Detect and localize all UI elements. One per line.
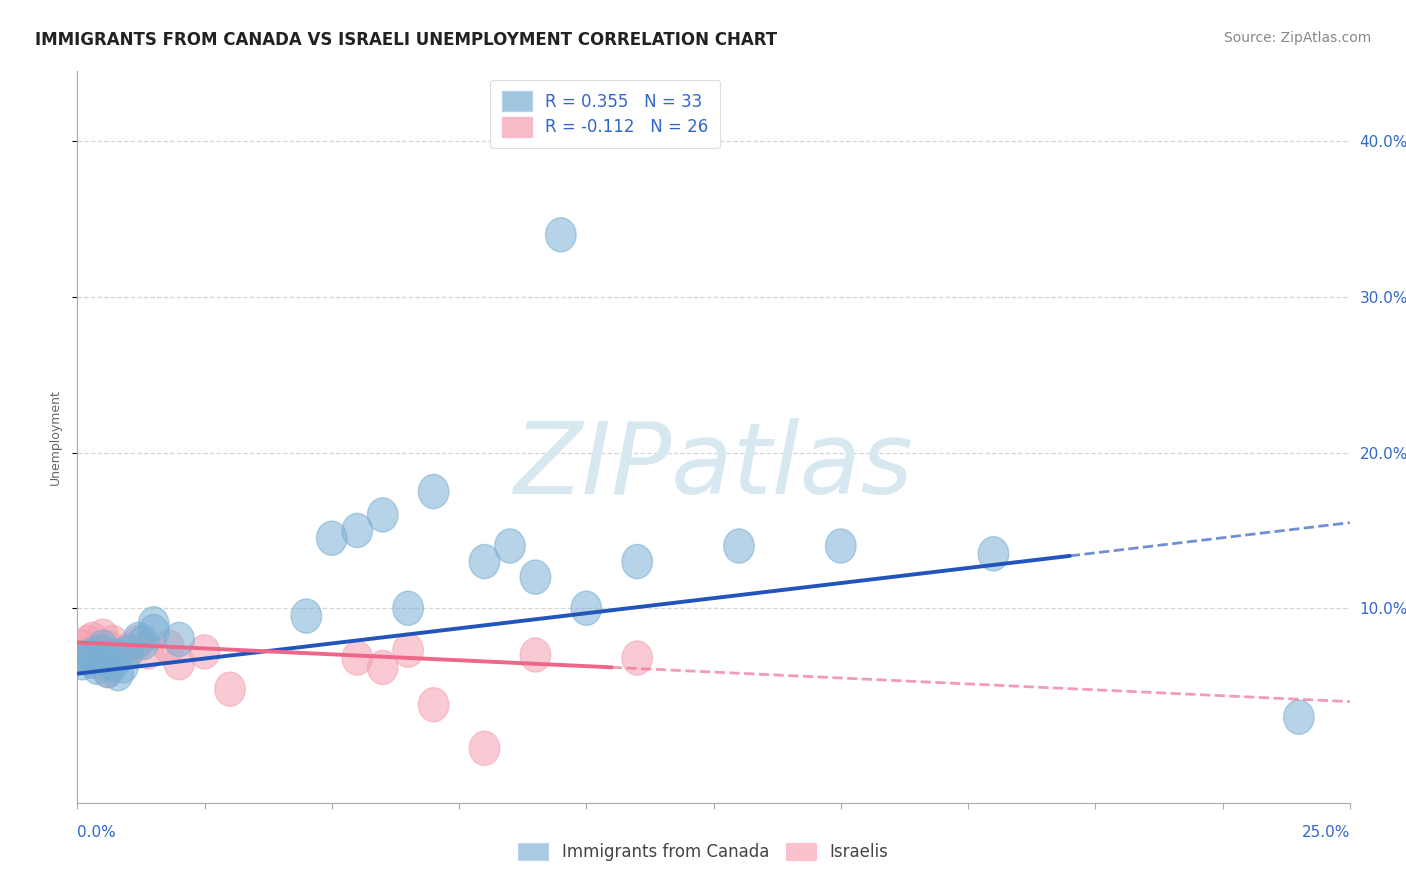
Ellipse shape — [215, 672, 245, 706]
Ellipse shape — [367, 498, 398, 532]
Ellipse shape — [392, 633, 423, 667]
Ellipse shape — [67, 630, 97, 665]
Ellipse shape — [87, 630, 118, 665]
Ellipse shape — [108, 648, 138, 683]
Ellipse shape — [77, 635, 108, 669]
Ellipse shape — [190, 635, 219, 669]
Legend: R = 0.355   N = 33, R = -0.112   N = 26: R = 0.355 N = 33, R = -0.112 N = 26 — [491, 79, 720, 148]
Text: 25.0%: 25.0% — [1302, 825, 1350, 840]
Legend: Immigrants from Canada, Israelis: Immigrants from Canada, Israelis — [512, 836, 894, 868]
Ellipse shape — [128, 625, 159, 659]
Ellipse shape — [495, 529, 526, 563]
Ellipse shape — [103, 641, 134, 675]
Ellipse shape — [67, 646, 97, 680]
Ellipse shape — [72, 641, 103, 675]
Ellipse shape — [83, 650, 112, 684]
Ellipse shape — [392, 591, 423, 625]
Ellipse shape — [520, 638, 551, 672]
Ellipse shape — [291, 599, 322, 633]
Ellipse shape — [93, 630, 124, 665]
Ellipse shape — [77, 644, 108, 678]
Ellipse shape — [342, 641, 373, 675]
Ellipse shape — [470, 544, 499, 579]
Ellipse shape — [72, 641, 103, 675]
Ellipse shape — [621, 544, 652, 579]
Ellipse shape — [165, 646, 194, 680]
Ellipse shape — [112, 633, 143, 667]
Ellipse shape — [138, 615, 169, 648]
Ellipse shape — [316, 521, 347, 556]
Ellipse shape — [419, 475, 449, 508]
Ellipse shape — [138, 607, 169, 641]
Ellipse shape — [93, 654, 124, 688]
Ellipse shape — [1284, 700, 1315, 734]
Ellipse shape — [77, 623, 108, 657]
Ellipse shape — [97, 648, 128, 681]
Ellipse shape — [153, 630, 184, 665]
Ellipse shape — [87, 646, 118, 680]
Ellipse shape — [546, 218, 576, 252]
Ellipse shape — [77, 638, 108, 672]
Ellipse shape — [165, 623, 194, 657]
Ellipse shape — [419, 688, 449, 722]
Text: 0.0%: 0.0% — [77, 825, 117, 840]
Ellipse shape — [134, 635, 165, 669]
Ellipse shape — [470, 731, 499, 765]
Ellipse shape — [97, 625, 128, 659]
Ellipse shape — [124, 625, 153, 659]
Ellipse shape — [112, 635, 143, 669]
Ellipse shape — [342, 513, 373, 548]
Text: ZIPatlas: ZIPatlas — [513, 417, 914, 515]
Ellipse shape — [83, 638, 112, 672]
Ellipse shape — [571, 591, 602, 625]
Ellipse shape — [621, 641, 652, 675]
Ellipse shape — [72, 625, 103, 659]
Ellipse shape — [979, 537, 1008, 571]
Text: IMMIGRANTS FROM CANADA VS ISRAELI UNEMPLOYMENT CORRELATION CHART: IMMIGRANTS FROM CANADA VS ISRAELI UNEMPL… — [35, 31, 778, 49]
Ellipse shape — [520, 560, 551, 594]
Ellipse shape — [367, 650, 398, 684]
Ellipse shape — [103, 657, 134, 690]
Ellipse shape — [825, 529, 856, 563]
Ellipse shape — [103, 640, 134, 673]
Ellipse shape — [87, 619, 118, 654]
Ellipse shape — [87, 635, 118, 669]
Ellipse shape — [724, 529, 754, 563]
Y-axis label: Unemployment: Unemployment — [49, 389, 62, 485]
Ellipse shape — [93, 654, 124, 688]
Ellipse shape — [124, 623, 153, 657]
Text: Source: ZipAtlas.com: Source: ZipAtlas.com — [1223, 31, 1371, 45]
